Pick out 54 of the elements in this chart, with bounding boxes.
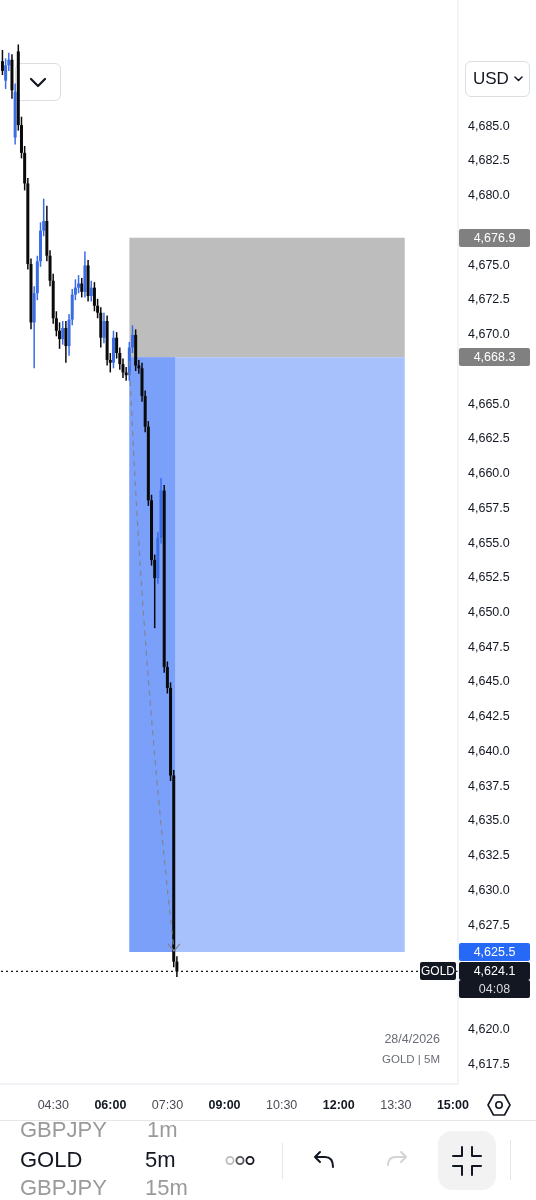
y-tick-label: 4,655.0 [468, 535, 510, 550]
y-tick-label: 4,662.5 [468, 431, 510, 446]
y-tick-label: 4,620.0 [468, 1021, 510, 1036]
y-tick-label: 4,685.0 [468, 118, 510, 133]
y-tick-label: 4,635.0 [468, 813, 510, 828]
x-tick-label: 12:00 [322, 1098, 355, 1112]
y-tick-label: 4,630.0 [468, 882, 510, 897]
text: 4,668.3 [473, 350, 516, 365]
candlestick [61, 320, 65, 346]
y-tick-label: 4,637.5 [468, 778, 510, 793]
y-tick-label: 4,670.0 [468, 327, 510, 342]
ref-line-label: GOLD [420, 964, 455, 979]
y-tick-label: 4,632.5 [468, 848, 510, 863]
candlestick [89, 279, 93, 303]
y-tick-label: 4,617.5 [468, 1056, 510, 1071]
text: GBPJPY [20, 1175, 107, 1200]
y-tick-label: 4,642.5 [468, 709, 510, 724]
y-tick-label: 4,665.0 [468, 396, 510, 411]
y-tick-label: 4,657.5 [468, 500, 510, 515]
candlestick [4, 57, 8, 90]
y-tick-label: 4,672.5 [468, 292, 510, 307]
text: 15m [145, 1175, 188, 1200]
dropdown-button: USD [465, 61, 530, 97]
candlestick [0, 49, 4, 76]
annotation: GOLD | 5M [382, 1053, 440, 1065]
y-tick-label: 4,647.5 [468, 639, 510, 654]
y-tick-label: 4,627.5 [468, 917, 510, 932]
text: 4,624.1 [473, 964, 516, 979]
x-tick-label: 13:30 [380, 1098, 412, 1112]
text: 04:08 [478, 982, 511, 997]
y-tick-label: 4,650.0 [468, 604, 510, 619]
text: 1m [147, 1117, 178, 1142]
text: GOLD [20, 1147, 83, 1172]
candlestick [80, 277, 84, 299]
x-tick-label: 10:30 [266, 1098, 298, 1112]
y-tick-label: 4,652.5 [468, 570, 510, 585]
text: GBPJPY [20, 1117, 107, 1142]
text: 5m [145, 1147, 176, 1172]
text: 4,676.9 [473, 230, 516, 245]
candlestick [64, 320, 68, 364]
text: 4,625.5 [473, 944, 516, 959]
annotation: 28/4/2026 [384, 1032, 440, 1046]
y-tick-label: 4,680.0 [468, 188, 510, 203]
y-tick-label: 4,645.0 [468, 674, 510, 689]
y-tick-label: 4,640.0 [468, 743, 510, 758]
x-tick-label: 09:00 [208, 1098, 241, 1112]
candlestick [102, 311, 106, 345]
y-tick-label: 4,660.0 [468, 466, 510, 481]
x-tick-label: 06:00 [94, 1098, 127, 1112]
x-tick-label: 04:30 [37, 1098, 69, 1112]
x-tick-label: 07:30 [151, 1098, 184, 1112]
y-tick-label: 4,682.5 [468, 153, 510, 168]
x-tick-label: 15:00 [436, 1098, 469, 1112]
y-tick-label: 4,675.0 [468, 257, 510, 272]
